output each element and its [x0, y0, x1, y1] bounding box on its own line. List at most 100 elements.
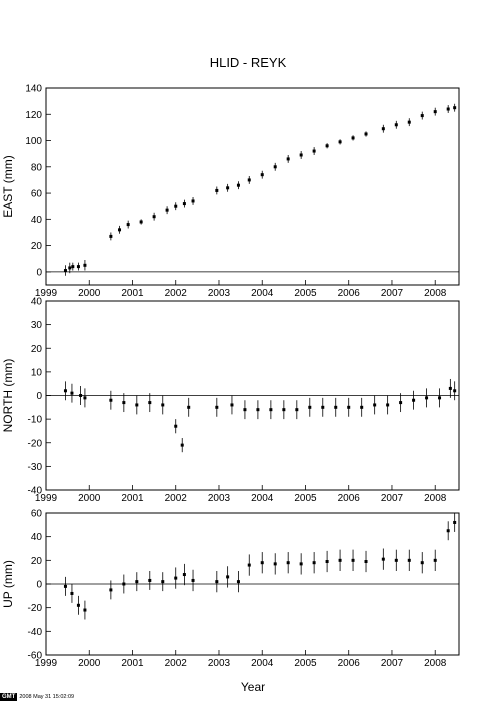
data-point: [273, 165, 277, 169]
data-point: [399, 401, 403, 405]
data-point: [325, 560, 329, 564]
data-point: [247, 178, 251, 182]
y-tick-label: -10: [28, 415, 43, 426]
data-point: [247, 563, 251, 567]
data-point: [165, 208, 169, 212]
data-point: [381, 127, 385, 131]
x-tick-label: 2006: [338, 658, 361, 669]
panel-north: 1999 2000 2001 2002 2003 2004 2005 2006 2007 2008…: [1, 297, 460, 504]
data-point: [260, 173, 264, 177]
y-tick-label: -40: [28, 627, 43, 638]
data-point: [236, 580, 240, 584]
y-tick-label: 60: [31, 189, 43, 200]
x-tick-label: 1999: [35, 288, 58, 299]
y-tick-label: 60: [31, 509, 43, 520]
panel-up: 1999 2000 2001 2002 2003 2004 2005 2006 2007 2008…: [1, 509, 460, 669]
data-point: [174, 424, 178, 428]
data-point: [446, 529, 450, 533]
y-tick-label: 10: [31, 367, 43, 378]
data-point: [79, 394, 83, 397]
x-tick-label: 2006: [338, 288, 361, 299]
data-point: [360, 405, 364, 409]
data-point: [453, 520, 457, 524]
y-tick-label: 120: [25, 110, 42, 121]
data-point: [334, 405, 338, 409]
y-tick-label: 40: [31, 297, 43, 308]
x-tick-label: 2006: [338, 493, 361, 504]
data-point: [126, 223, 130, 227]
y-tick-label: 20: [31, 344, 43, 355]
x-tick-label: 2003: [208, 493, 231, 504]
data-point: [347, 405, 351, 409]
data-point: [148, 578, 152, 582]
data-point: [295, 408, 299, 412]
data-point: [191, 578, 195, 582]
data-point: [256, 408, 260, 412]
data-point: [338, 558, 342, 562]
data-point: [394, 123, 398, 127]
y-axis-title: EAST (mm): [1, 155, 15, 217]
data-point: [273, 562, 277, 566]
data-point: [446, 107, 450, 111]
data-point: [83, 608, 87, 612]
x-tick-label: 2007: [381, 658, 404, 669]
data-point: [122, 401, 126, 405]
x-tick-label: 2001: [121, 658, 144, 669]
data-point: [215, 405, 219, 409]
x-tick-label: 2001: [121, 288, 144, 299]
y-tick-label: 0: [36, 267, 42, 278]
data-point: [299, 153, 303, 157]
data-point: [83, 263, 87, 267]
x-tick-label: 2003: [208, 658, 231, 669]
y-tick-label: 30: [31, 320, 43, 331]
x-tick-label: 2008: [424, 493, 447, 504]
data-point: [286, 561, 290, 565]
data-point: [226, 575, 230, 579]
data-point: [407, 558, 411, 562]
x-tick-label: 2004: [251, 658, 274, 669]
data-point: [394, 558, 398, 562]
data-point: [321, 405, 325, 409]
data-point: [433, 558, 437, 562]
y-tick-label: 80: [31, 162, 43, 173]
x-tick-label: 2000: [78, 658, 101, 669]
data-point: [433, 110, 437, 114]
x-tick-label: 2002: [165, 658, 188, 669]
data-point: [325, 144, 329, 148]
x-tick-label: 1999: [35, 658, 58, 669]
data-point: [63, 269, 67, 273]
gmt-logo: GMT: [0, 693, 18, 701]
data-point: [148, 401, 152, 405]
data-point: [187, 405, 191, 409]
x-axis-title: Year: [241, 680, 265, 694]
data-point: [425, 396, 429, 400]
data-point: [191, 199, 195, 203]
data-point: [182, 202, 186, 206]
data-point: [364, 132, 368, 136]
plot-frame: [45, 87, 460, 286]
data-point: [70, 591, 74, 595]
data-point: [71, 265, 75, 269]
data-point: [338, 140, 342, 144]
data-point: [412, 398, 416, 402]
data-point: [236, 183, 240, 187]
x-tick-label: 2007: [381, 493, 404, 504]
x-tick-label: 2002: [165, 288, 188, 299]
x-tick-label: 2005: [294, 658, 317, 669]
x-tick-label: 2000: [78, 493, 101, 504]
figure-title: HLID - REYK: [210, 55, 287, 70]
y-tick-label: 40: [31, 215, 43, 226]
data-point: [152, 215, 156, 219]
y-tick-label: 140: [25, 84, 42, 95]
data-point: [269, 408, 273, 412]
data-point: [215, 188, 219, 192]
x-tick-label: 2007: [381, 288, 404, 299]
data-point: [364, 560, 368, 564]
data-point: [109, 234, 113, 238]
data-point: [135, 403, 139, 407]
data-point: [109, 398, 113, 402]
x-tick-label: 2003: [208, 288, 231, 299]
data-point: [351, 558, 355, 562]
y-tick-label: 20: [31, 241, 43, 252]
